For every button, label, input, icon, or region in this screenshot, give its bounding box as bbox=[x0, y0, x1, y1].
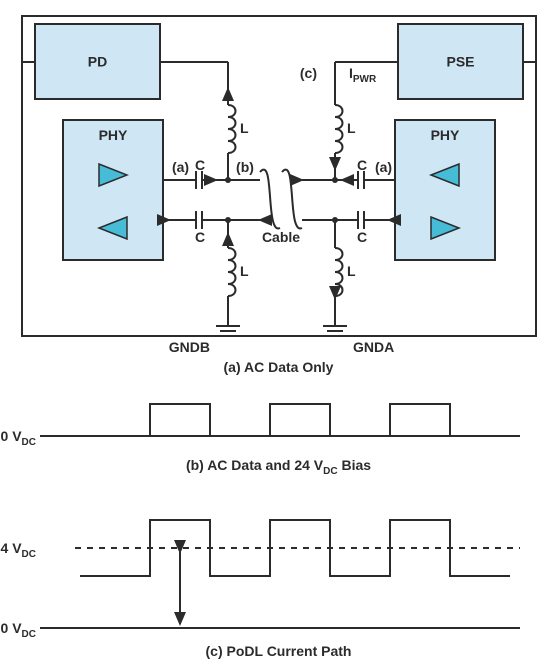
svg-text:C: C bbox=[357, 157, 367, 173]
svg-text:GNDA: GNDA bbox=[353, 339, 394, 355]
square-wave bbox=[80, 404, 510, 436]
svg-text:L: L bbox=[347, 120, 356, 136]
zero-vdc-a: 0 VDC bbox=[1, 428, 36, 448]
svg-text:C: C bbox=[357, 229, 367, 245]
svg-text:L: L bbox=[240, 120, 249, 136]
cable-break bbox=[260, 170, 280, 229]
24vdc-label: 24 VDC bbox=[0, 540, 36, 560]
svg-text:(b): (b) bbox=[236, 159, 254, 175]
inductor bbox=[335, 105, 343, 153]
svg-text:L: L bbox=[347, 263, 356, 279]
svg-text:PD: PD bbox=[88, 54, 107, 70]
zero-vdc-b: 0 VDC bbox=[1, 620, 36, 640]
svg-text:(c): (c) bbox=[300, 65, 317, 81]
svg-text:GNDB: GNDB bbox=[169, 339, 210, 355]
svg-text:PHY: PHY bbox=[431, 127, 460, 143]
caption-b: (b) AC Data and 24 VDC Bias bbox=[186, 457, 371, 477]
svg-text:(c) PoDL Current Path: (c) PoDL Current Path bbox=[206, 643, 352, 659]
svg-text:(a) AC Data Only: (a) AC Data Only bbox=[224, 359, 334, 375]
svg-text:PSE: PSE bbox=[446, 54, 474, 70]
svg-text:(a): (a) bbox=[375, 159, 392, 175]
inductor bbox=[335, 248, 343, 296]
ipwr-label: IPWR bbox=[349, 65, 377, 85]
inductor bbox=[228, 248, 236, 296]
svg-text:PHY: PHY bbox=[99, 127, 128, 143]
inductor bbox=[228, 105, 236, 153]
svg-text:L: L bbox=[240, 263, 249, 279]
svg-text:C: C bbox=[195, 229, 205, 245]
svg-text:C: C bbox=[195, 157, 205, 173]
svg-text:Cable: Cable bbox=[262, 229, 300, 245]
svg-text:(a): (a) bbox=[172, 159, 189, 175]
